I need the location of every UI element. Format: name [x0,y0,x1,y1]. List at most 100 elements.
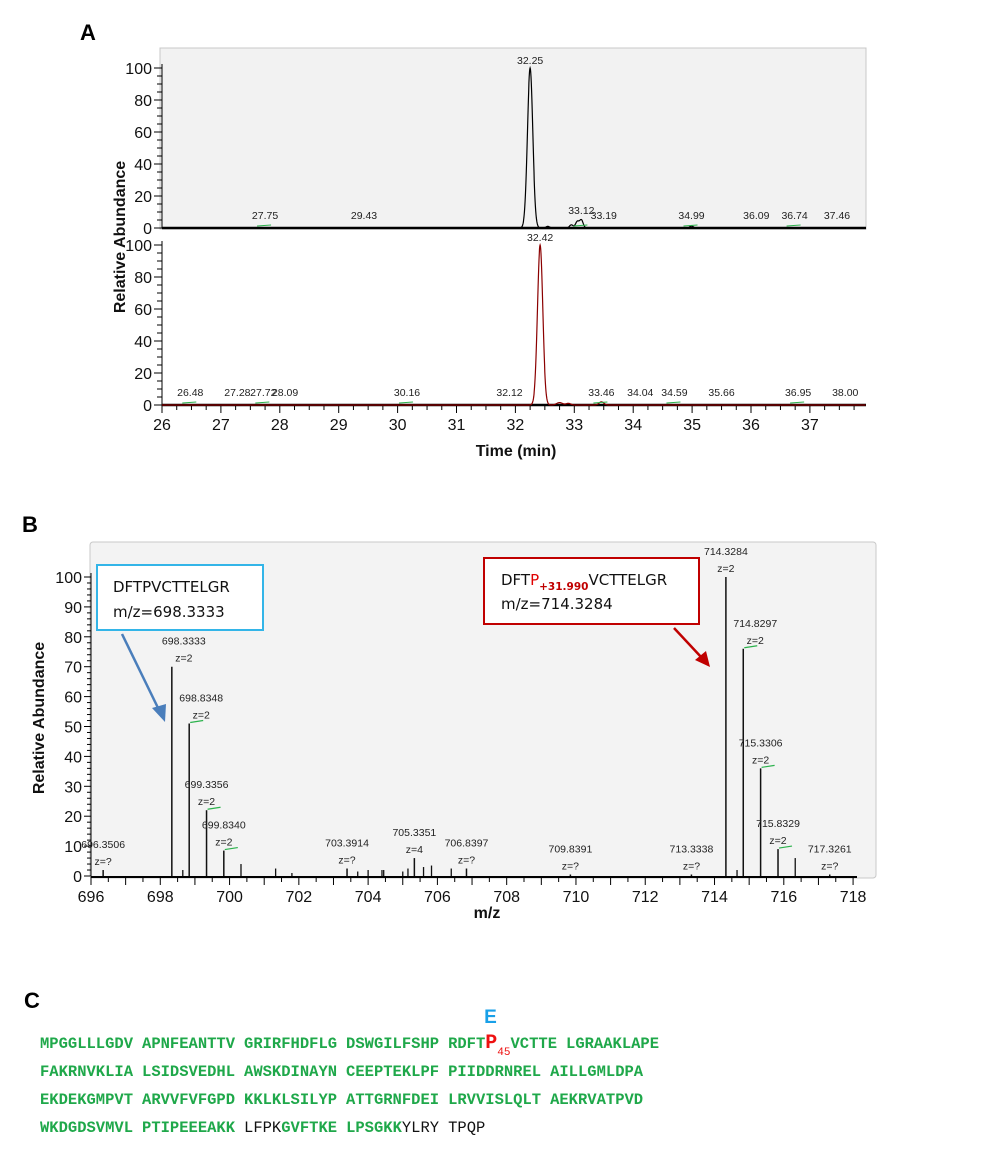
x-axis-title-b: m/z [474,905,501,922]
peak-marker [207,806,221,810]
peak-label: 33.46 [588,387,614,399]
sequence-row: MPGGLLLGDV APNFEANTTV GRIRFHDFLG DSWGILFSHP… [40,1007,668,1059]
annotation-box-blue [96,564,264,631]
protein-sequence: MPGGLLLGDV APNFEANTTV GRIRFHDFLG DSWGILFSHP… [40,1007,668,1142]
peak-label: 33.12 [568,205,594,217]
sequence-group: ATTGRNFDEI [346,1086,439,1114]
peak-marker [761,764,775,768]
sequence-group: TPQP [448,1114,485,1142]
x-tick-label: 26 [153,417,171,434]
sequence-segment: WKDGDSVMVL [40,1119,134,1137]
sequence-group: LFPKGVFTKE [244,1114,337,1142]
peak-charge-label: z=? [458,855,475,867]
sequence-segment: MPGGLLLGDV [40,1035,134,1053]
arrow-blue [120,633,162,713]
sequence-row: FAKRNVKLIA LSIDSVEDHL AWSKDINAYN CEEPTEKLPF… [40,1058,668,1086]
y-tick-label: 100 [125,61,152,78]
arrow-blue-head [152,704,166,722]
annotation-unmodified-peptide: DFTPVCTTELGR m/z=698.3333 [96,564,264,722]
y-tick-label: 40 [64,749,82,766]
annotation-peptide: DFTPVCTTELGR [113,578,230,596]
y-tick-label: 80 [134,270,152,287]
sequence-group: RDFTP45VCTTE E [448,1007,558,1067]
sequence-segment: APNFEANTTV [142,1035,236,1053]
peak-charge-label: z=2 [769,835,786,847]
peak-label: 34.59 [661,387,687,399]
sequence-row: EKDEKGMPVT ARVVFVFGPD KKLKLSILYP ATTGRNFDEI… [40,1086,668,1114]
sequence-segment: EKDEKGMPVT [40,1091,134,1109]
y-tick-label: 0 [143,221,152,238]
y-axis-title-b: Relative Abundance [31,642,48,794]
peak-mz-label: 714.3284 [704,546,748,558]
y-tick-label: 30 [64,779,82,796]
x-tick-label: 30 [389,417,407,434]
sequence-segment: LPSGKK [346,1119,402,1137]
y-tick-label: 20 [134,366,152,383]
peak-marker [257,224,272,227]
sequence-segment: CEEPTEKLPF [346,1063,440,1081]
peak-charge-label: z=? [562,861,579,873]
peak-label: 37.46 [824,210,850,222]
sequence-segment: AILLGMLDPA [550,1063,644,1081]
peak-charge-label: z=2 [717,563,734,575]
sequence-group: APNFEANTTV [142,1030,235,1058]
x-tick-label: 712 [632,889,659,906]
peak-label: 38.00 [832,387,858,399]
peak-mz-label: 703.3914 [325,838,369,850]
x-tick-label: 706 [424,889,451,906]
sequence-segment: PIIDDRNREL [448,1063,542,1081]
sequence-segment: PTIPEEEAKK [142,1119,236,1137]
sequence-segment: VCTTE [510,1035,558,1053]
chromatogram-trace [162,242,866,406]
residue-number: 45 [497,1047,511,1059]
x-tick-label: 698 [147,889,174,906]
peak-marker [573,224,588,227]
peak-charge-label: z=? [821,861,838,873]
sequence-row: WKDGDSVMVL PTIPEEEAKK LFPKGVFTKE LPSGKKYLRY… [40,1114,668,1142]
peak-marker [190,719,204,724]
sequence-segment: DSWGILFSHP [346,1035,440,1053]
peak-charge-label: z=? [683,861,700,873]
annotation-peptide-modified: DFTP+31.990VCTTELGR [501,571,667,593]
x-tick-label: 37 [801,417,819,434]
modified-residue: P [485,1032,498,1055]
sequence-segment: FAKRNVKLIA [40,1063,134,1081]
annotation-mz: m/z=698.3333 [113,603,225,621]
peak-mz-label: 698.3333 [162,636,206,648]
y-tick-label: 0 [143,398,152,415]
sequence-group: PTIPEEEAKK [142,1114,235,1142]
y-tick-label: 20 [134,189,152,206]
peak-mz-label: 713.3338 [670,844,714,856]
peak-charge-label: z=? [95,856,112,868]
y-tick-label: 0 [73,869,82,886]
sequence-segment: GRIRFHDFLG [244,1035,338,1053]
y-tick-label: 60 [64,690,82,707]
peak-label: 34.99 [678,210,704,222]
peak-marker [786,224,801,227]
chromatogram-trace [162,65,866,229]
peak-charge-label: z=2 [175,653,192,665]
sequence-segment: TPQP [448,1119,486,1137]
peak-label: 35.66 [708,387,734,399]
sequence-group: AWSKDINAYN [244,1058,337,1086]
peak-marker [666,401,681,404]
panel-label-b: B [22,512,38,537]
x-tick-label: 29 [330,417,348,434]
peak-charge-label: z=4 [406,844,423,856]
peak-mz-label: 698.8348 [179,693,223,705]
peak-label: 33.19 [591,210,617,222]
sequence-segment: LGRAAKLAPE [566,1035,660,1053]
peak-charge-label: z=2 [747,635,764,647]
peak-label: 32.12 [496,387,522,399]
x-tick-label: 718 [840,889,867,906]
peak-marker [398,401,414,404]
x-tick-label: 716 [770,889,797,906]
peak-marker [683,224,698,227]
y-tick-label: 10 [64,839,82,856]
x-tick-label: 36 [742,417,760,434]
peak-marker [593,401,608,404]
sequence-group: ARVVFVFGPD [142,1086,235,1114]
chromatogram-top-frame [159,47,867,230]
peak-charge-label: z=2 [752,754,769,766]
y-tick-label: 50 [64,720,82,737]
